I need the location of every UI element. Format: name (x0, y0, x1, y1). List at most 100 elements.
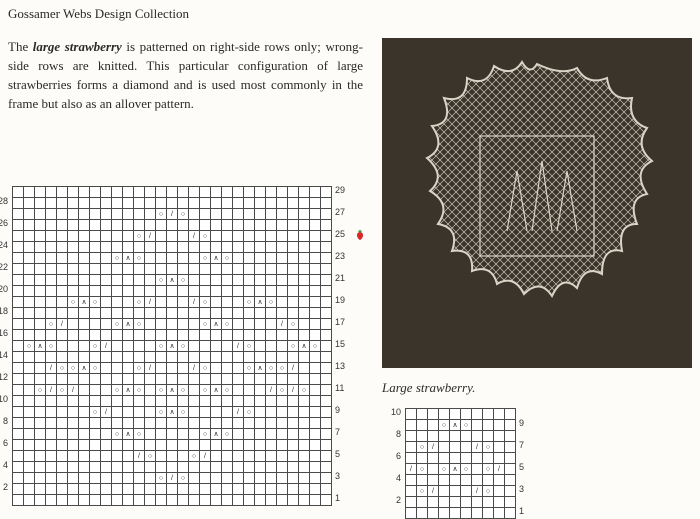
chart-cell (68, 198, 79, 209)
chart-cell (145, 264, 156, 275)
chart-cell (277, 440, 288, 451)
chart-cell (428, 464, 439, 475)
chart-cell: / (233, 407, 244, 418)
chart-cell (450, 486, 461, 497)
chart-cell (123, 308, 134, 319)
chart-cell (428, 508, 439, 519)
chart-cell (13, 264, 24, 275)
chart-cell (35, 396, 46, 407)
chart-cell (310, 198, 321, 209)
chart-cell: / (101, 341, 112, 352)
chart-cell (310, 374, 321, 385)
chart-cell (277, 308, 288, 319)
chart-cell: ○ (200, 319, 211, 330)
chart-cell (112, 451, 123, 462)
chart-cell (57, 330, 68, 341)
chart-cell (244, 385, 255, 396)
chart-cell (310, 275, 321, 286)
row-label-left: 24 (0, 240, 8, 250)
chart-cell (35, 264, 46, 275)
chart-cell (156, 187, 167, 198)
chart-cell (101, 418, 112, 429)
chart-cell (156, 484, 167, 495)
chart-cell (244, 242, 255, 253)
chart-cell (90, 385, 101, 396)
chart-cell (461, 453, 472, 464)
chart-cell (200, 308, 211, 319)
chart-cell: / (46, 363, 57, 374)
chart-cell (266, 495, 277, 506)
chart-cell (299, 352, 310, 363)
chart-cell (145, 187, 156, 198)
chart-cell (417, 475, 428, 486)
chart-cell: / (406, 464, 417, 475)
chart-cell (68, 407, 79, 418)
chart-cell (277, 242, 288, 253)
chart-cell (145, 473, 156, 484)
chart-cell (461, 508, 472, 519)
chart-cell (123, 363, 134, 374)
chart-cell (112, 242, 123, 253)
chart-cell (13, 220, 24, 231)
chart-cell (24, 385, 35, 396)
chart-cell (461, 409, 472, 420)
row-label-right: 11 (335, 383, 351, 393)
chart-cell (123, 374, 134, 385)
chart-cell (68, 330, 79, 341)
chart-cell (505, 453, 516, 464)
chart-cell (101, 275, 112, 286)
chart-cell (101, 330, 112, 341)
chart-cell (79, 407, 90, 418)
chart-cell: ∧ (167, 341, 178, 352)
chart-cell (233, 429, 244, 440)
chart-cell (222, 407, 233, 418)
chart-cell: / (57, 319, 68, 330)
chart-cell (233, 330, 244, 341)
chart-cell (46, 495, 57, 506)
chart-cell (101, 231, 112, 242)
chart-cell: / (472, 486, 483, 497)
chart-cell (406, 431, 417, 442)
chart-cell (156, 429, 167, 440)
chart-cell: ○ (57, 363, 68, 374)
chart-cell (112, 374, 123, 385)
row-label-right: 25 (335, 229, 351, 239)
chart-cell (13, 187, 24, 198)
chart-cell (406, 409, 417, 420)
chart-cell (266, 418, 277, 429)
chart-cell (244, 231, 255, 242)
chart-cell (310, 187, 321, 198)
row-label-left: 6 (0, 438, 8, 448)
chart-cell (178, 220, 189, 231)
chart-cell (310, 407, 321, 418)
chart-cell (156, 220, 167, 231)
chart-cell: ∧ (450, 464, 461, 475)
row-label-left: 20 (0, 284, 8, 294)
chart-cell (299, 473, 310, 484)
chart-cell (288, 396, 299, 407)
chart-cell (123, 451, 134, 462)
chart-cell (299, 187, 310, 198)
chart-cell (123, 473, 134, 484)
chart-cell (299, 396, 310, 407)
chart-cell (277, 407, 288, 418)
chart-cell (483, 497, 494, 508)
chart-cell (321, 484, 332, 495)
chart-cell (134, 341, 145, 352)
chart-cell (211, 187, 222, 198)
chart-cell (134, 308, 145, 319)
chart-cell (211, 341, 222, 352)
chart-cell (189, 440, 200, 451)
chart-cell (200, 440, 211, 451)
chart-cell (233, 495, 244, 506)
chart-cell (233, 275, 244, 286)
chart-cell: ○ (35, 385, 46, 396)
chart-cell (35, 440, 46, 451)
chart-cell (57, 253, 68, 264)
chart-cell (134, 220, 145, 231)
chart-cell (167, 440, 178, 451)
chart-cell (79, 440, 90, 451)
chart-cell (13, 396, 24, 407)
chart-cell (90, 220, 101, 231)
chart-cell (222, 198, 233, 209)
